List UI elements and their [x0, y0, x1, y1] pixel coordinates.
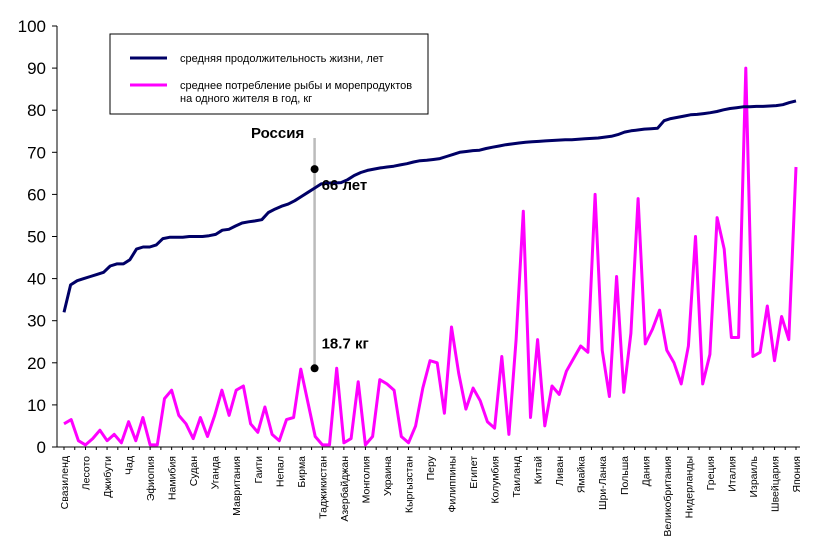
x-tick-label: Мавритания	[231, 456, 243, 516]
x-tick-label: Греция	[705, 456, 717, 490]
x-tick-label: Египет	[468, 456, 480, 489]
x-tick-label: Непал	[274, 456, 286, 487]
x-tick-label: Великобритания	[662, 456, 674, 537]
x-tick-label: Чад	[124, 456, 136, 475]
legend-label-fish-consumption: среднее потребление рыбы и морепродуктов…	[180, 80, 412, 105]
y-tick-label: 70	[27, 143, 46, 162]
x-tick-label: Азербайджан	[339, 456, 351, 522]
y-tick-label: 0	[37, 438, 46, 457]
annotation-life-value: 66 лет	[322, 177, 368, 194]
russia-fish-consumption-point	[310, 364, 319, 373]
series-fish-consumption-line	[63, 66, 798, 447]
x-tick-label: Швейцария	[770, 456, 782, 512]
x-tick-label: Таиланд	[511, 456, 523, 498]
x-tick-label: Бирма	[296, 456, 308, 488]
x-tick-label: Китай	[533, 456, 545, 485]
y-tick-label: 90	[27, 59, 46, 78]
legend-label-life-expectancy: средняя продолжительность жизни, лет	[180, 53, 384, 65]
annotation-russia: Россия	[251, 125, 304, 142]
x-tick-label: Италия	[726, 456, 738, 492]
russia-life-expectancy-point	[310, 165, 319, 174]
x-tick-label: Перу	[425, 455, 437, 480]
series-life-expectancy-line	[62, 99, 797, 313]
x-tick-label: Ливан	[554, 456, 566, 486]
x-tick-label: Свазиленд	[59, 456, 71, 509]
x-tick-label: Джибути	[102, 456, 114, 498]
x-tick-label: Гаити	[253, 456, 265, 484]
legend: средняя продолжительность жизни, лет сре…	[109, 33, 429, 115]
x-tick-label: Нидерланды	[683, 456, 695, 518]
y-tick-label: 50	[27, 228, 46, 247]
x-tick-label: Лесото	[81, 456, 93, 490]
y-tick-label: 40	[27, 270, 46, 289]
x-tick-label: Япония	[791, 456, 803, 492]
x-tick-label: Дания	[640, 456, 652, 486]
x-tick-label: Украина	[382, 456, 394, 496]
y-tick-label: 80	[27, 101, 46, 120]
y-tick-label: 10	[27, 396, 46, 415]
y-tick-label: 20	[27, 354, 46, 373]
x-tick-label: Колумбия	[490, 456, 502, 504]
x-ticks: Свазиленд Лесото Джибути Чад Эфиопия Намибия С…	[59, 447, 803, 537]
x-tick-label: Польша	[619, 456, 631, 495]
x-tick-label: Эфиопия	[145, 456, 157, 501]
annotation-fish-value: 18.7 кг	[322, 335, 369, 352]
x-tick-label: Шри-Ланка	[597, 456, 609, 510]
x-tick-label: Монголия	[360, 456, 372, 503]
y-tick-label: 100	[18, 17, 46, 36]
x-tick-label: Ямайка	[576, 456, 588, 493]
x-tick-label: Уганда	[210, 456, 222, 490]
y-ticks: 0 10 20 30 40 50 60 70 80 90 100	[18, 17, 57, 457]
y-tick-label: 60	[27, 185, 46, 204]
x-tick-label: Судан	[188, 456, 200, 486]
x-tick-label: Филиппины	[447, 456, 459, 512]
x-tick-label: Намибия	[167, 456, 179, 500]
x-tick-label: Кыргызстан	[404, 456, 416, 513]
legend-box	[109, 33, 429, 115]
x-tick-label: Таджикистан	[317, 456, 329, 519]
y-tick-label: 30	[27, 312, 46, 331]
x-tick-label: Израиль	[748, 455, 760, 497]
